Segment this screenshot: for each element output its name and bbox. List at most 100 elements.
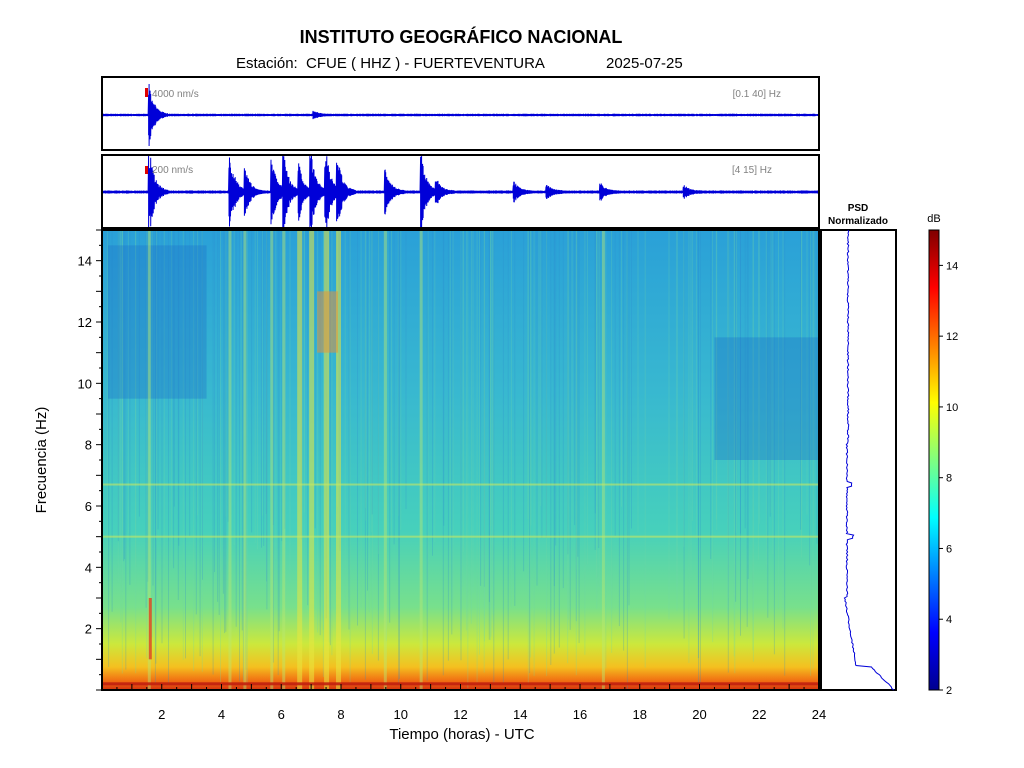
spectrogram-streak [460,230,462,641]
colorbar-tick-label: 4 [946,614,952,626]
spectrogram-streak [488,230,490,640]
spectrogram-streak [233,230,235,546]
spectrogram-streak [317,230,319,633]
psd-curve [843,229,895,691]
spectrogram-streak [371,230,373,515]
spectrogram-streak [121,230,123,592]
spectrogram-streak [555,230,557,546]
spectrogram-streak [574,230,576,526]
spectrogram-streak [752,230,754,651]
spectrogram-streak [571,230,573,540]
spectrogram-streak [377,230,379,661]
spectrogram-streak [510,230,512,607]
spectrogram-streak [365,230,367,521]
spectrogram-streak [426,230,428,681]
y-tick-label: 10 [78,376,92,391]
spectrogram-streak [147,230,149,582]
spectrogram-streak [578,230,580,644]
spectrogram-streak [492,230,494,583]
spectrogram-streak [529,230,531,658]
spectrogram-streak [178,230,180,546]
spectrogram-streak [683,230,685,547]
x-tick-label: 14 [513,707,527,722]
spectrogram-streak [344,230,346,601]
spectrogram-event-column [228,230,232,690]
spectrogram-streak [801,230,802,558]
spectrogram-streak [692,230,694,521]
spectrogram-streak [224,230,226,634]
spectrogram-streak [261,230,263,516]
spectrogram-streak [577,230,579,557]
date-label: 2025-07-25 [606,55,683,72]
spectrogram-streak [357,230,358,626]
spectrogram-streak [470,230,472,624]
spectrogram-streak [263,230,265,546]
spectrogram-streak [171,230,173,566]
spectrogram-streak [108,230,110,668]
spectrogram-streak [644,230,646,668]
spectrogram-streak [575,230,577,622]
spectrogram-streak [245,230,247,670]
spectrogram-streak [212,230,214,675]
spectrogram-streak [189,230,191,537]
spectrogram-streak [688,230,690,663]
y-tick-label: 14 [78,254,92,269]
station-label: Estación: CFUE ( HHZ ) - FUERTEVENTURA [236,55,545,72]
spectrogram-streak [529,230,531,674]
spectrogram-streak [371,230,373,654]
spectrogram-streak [329,230,331,646]
spectrogram-background [102,230,819,690]
spectrogram-streak [479,230,480,655]
seismogram-broadband-panel: 4000 nm/s [0.1 40] Hz [101,76,820,151]
spectrogram-streak [214,230,215,573]
spectrogram-streak [527,230,529,685]
spectrogram-streak [727,230,729,614]
spectrogram-streak [490,230,491,640]
spectrogram-streak [442,230,444,676]
spectrogram-streak [284,230,286,529]
spectrogram-streak [202,230,203,580]
spectrogram-streak [242,230,244,681]
spectrogram-streak [710,230,712,559]
spectrogram-streak [618,230,620,627]
spectrogram-streak [596,230,598,578]
spectrogram-streak [502,230,504,683]
y-tick-label: 4 [85,560,92,575]
spectrogram-harmonic-line [102,535,819,538]
spectrogram-streak [389,230,391,623]
spectrogram-streak [800,230,802,530]
spectrogram-streak [536,230,538,586]
spectrogram-streak [128,230,130,534]
x-tick-label: 20 [692,707,706,722]
x-tick-label: 4 [218,707,225,722]
spectrogram-streak [148,230,150,590]
x-tick-label: 12 [453,707,467,722]
spectrogram-energy-peak [317,291,339,353]
spectrogram-streak [449,230,451,583]
spectrogram-streak [387,230,389,544]
x-tick-label: 10 [394,707,408,722]
spectrogram-streak [434,230,436,543]
spectrogram-streak [201,230,203,672]
spectrogram-streak [275,230,277,559]
spectrogram-streak [490,230,492,637]
spectrogram-streak [220,230,221,686]
colorbar-ticks: 2 4 6 8 10 12 14 [939,260,958,697]
spectrogram-streak [472,230,474,594]
spectrogram-streak [239,230,240,682]
spectrogram-event-column [601,230,605,690]
spectrogram-streak [398,230,400,685]
spectrogram-streak [322,230,324,678]
spectrogram-streak [483,230,485,673]
spectrogram-streak [567,230,569,555]
spectrogram-streak [138,230,140,517]
spectrogram-streak [196,230,198,516]
spectrogram-streak [265,230,267,514]
spectrogram-streak [451,230,453,635]
spectrogram-streak [307,230,309,606]
spectrogram-streak [125,230,127,670]
spectrogram-streak [715,230,717,520]
spectrogram-streak [161,230,163,644]
spectrogram-event-column [282,230,286,690]
